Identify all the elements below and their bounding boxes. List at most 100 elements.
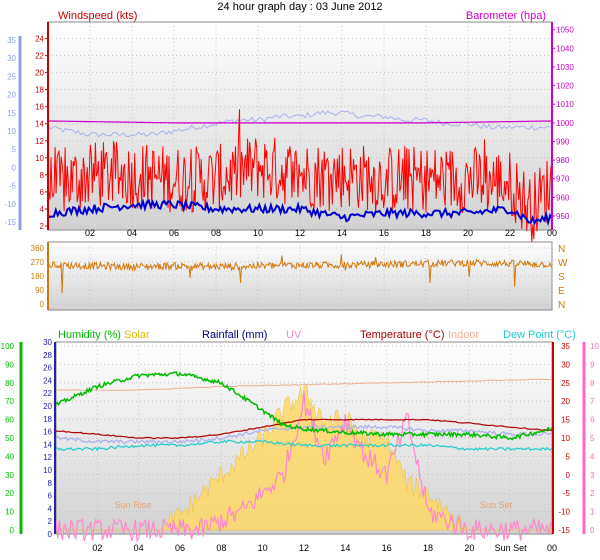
windspeed-gust-line — [47, 109, 553, 242]
wind-xtick-label: 14 — [337, 228, 347, 238]
temperature-tick-label: 20 — [561, 397, 570, 406]
humidity-xtick-label: 04 — [134, 543, 144, 553]
wind-xtick-label: 20 — [463, 228, 473, 238]
outer-tick-label: -5 — [9, 182, 17, 191]
temperature-line — [55, 418, 553, 440]
humidity-tick-label: 70 — [5, 397, 14, 406]
temperature-tick-label: -5 — [563, 489, 571, 498]
windspeed-tick-label: 18 — [35, 86, 44, 95]
barometer-tick-label: 990 — [556, 137, 570, 146]
windspeed-tick-label: 10 — [35, 154, 44, 163]
rainfall-tick-label: 28 — [43, 351, 52, 360]
windspeed-tick-label: 6 — [40, 188, 45, 197]
compass-label: W — [558, 258, 568, 269]
rainfall-tick-label: 8 — [48, 479, 53, 488]
humidity-xtick-label: 20 — [464, 543, 474, 553]
windspeed-tick-label: 12 — [35, 137, 44, 146]
direction-tick-label: 270 — [31, 258, 45, 267]
uv-tick-label: 8 — [590, 379, 595, 388]
outer-tick-label: -15 — [4, 218, 16, 227]
temperature-tick-label: -15 — [558, 526, 570, 535]
humidity-tick-label: 30 — [5, 471, 14, 480]
humidity-tick-label: 60 — [5, 416, 14, 425]
temperature-tick-label: 35 — [561, 342, 570, 351]
rainfall-tick-label: 14 — [43, 440, 52, 449]
rainfall-tick-label: 10 — [43, 466, 52, 475]
legend-solar: Solar — [124, 329, 150, 341]
outer-tick-label: 10 — [7, 127, 16, 136]
page-title: 24 hour graph day : 03 June 2012 — [217, 1, 382, 13]
uv-tick-label: 6 — [590, 416, 595, 425]
humidity-tick-label: 80 — [5, 379, 14, 388]
uv-tick-label: 9 — [590, 360, 595, 369]
outer-tick-label: 5 — [12, 145, 17, 154]
rainfall-tick-label: 2 — [48, 517, 53, 526]
rainfall-tick-label: 16 — [43, 428, 52, 437]
windspeed-tick-label: 16 — [35, 103, 44, 112]
rainfall-tick-label: 24 — [43, 376, 52, 385]
wind-xtick-label: 16 — [379, 228, 389, 238]
temperature-tick-label: 10 — [561, 434, 570, 443]
wind-xtick-label: 04 — [127, 228, 137, 238]
windspeed-tick-label: 20 — [35, 69, 44, 78]
uv-tick-label: 1 — [590, 508, 595, 517]
humidity-xtick-label: 16 — [382, 543, 392, 553]
rainfall-tick-label: 18 — [43, 415, 52, 424]
windspeed-tick-label: 14 — [35, 120, 44, 129]
outer-tick-label: -10 — [4, 200, 16, 209]
barometer-axis-title: Barometer (hpa) — [466, 10, 546, 22]
wind-xtick-label: 10 — [253, 228, 263, 238]
outer-tick-label: 20 — [7, 91, 16, 100]
windspeed-tick-label: 22 — [35, 52, 44, 61]
uv-tick-label: 2 — [590, 489, 595, 498]
wind-xtick-label: 22 — [505, 228, 515, 238]
humidity-line — [55, 370, 553, 441]
direction-tick-label: 360 — [31, 244, 45, 253]
humidity-xtick-label: 06 — [175, 543, 185, 553]
windspeed-tick-label: 2 — [40, 222, 45, 231]
legend-rainfall: Rainfall (mm) — [202, 329, 267, 341]
barometer-tick-label: 960 — [556, 193, 570, 202]
windspeed-average-line — [47, 198, 553, 227]
rainfall-tick-label: 26 — [43, 364, 52, 373]
humidity-xtick-label: 10 — [258, 543, 268, 553]
direction-tick-label: 90 — [35, 286, 44, 295]
apparent-temperature-line — [55, 424, 553, 445]
humidity-tick-label: 40 — [5, 452, 14, 461]
barometer-tick-label: 1040 — [556, 44, 574, 53]
compass-label: N — [558, 244, 565, 255]
outer-tick-label: 0 — [12, 163, 17, 172]
wind-direction-line — [47, 254, 553, 294]
temperature-tick-label: 5 — [566, 452, 571, 461]
rainfall-tick-label: 4 — [48, 504, 53, 513]
wind-xtick-label: 06 — [169, 228, 179, 238]
uv-tick-label: 4 — [590, 452, 595, 461]
wind-xtick-label: 12 — [295, 228, 305, 238]
rainfall-tick-label: 30 — [43, 338, 52, 347]
barometer-tick-label: 980 — [556, 156, 570, 165]
wind-extra-line — [47, 109, 553, 138]
wind-xtick-label: 08 — [211, 228, 221, 238]
humidity-xtick-label: 14 — [340, 543, 350, 553]
wind-xtick-label: 00 — [547, 228, 557, 238]
rainfall-tick-label: 20 — [43, 402, 52, 411]
outer-tick-label: 35 — [7, 36, 16, 45]
humidity-xtick-label: 02 — [92, 543, 102, 553]
humidity-tick-label: 0 — [10, 526, 15, 535]
legend-indoor: Indoor — [448, 329, 480, 341]
uv-tick-label: 10 — [590, 342, 599, 351]
humidity-xtick-label: 00 — [547, 543, 557, 553]
direction-tick-label: 180 — [31, 272, 45, 281]
windspeed-axis-title: Windspeed (kts) — [58, 10, 137, 22]
humidity-tick-label: 20 — [5, 489, 14, 498]
legend-uv: UV — [286, 329, 302, 341]
humidity-tick-label: 100 — [1, 342, 15, 351]
humidity-xtick-label: Sun Set — [495, 543, 528, 553]
legend-temperature: Temperature (°C) — [360, 329, 444, 341]
barometer-tick-label: 950 — [556, 212, 570, 221]
direction-tick-label: 0 — [40, 300, 45, 309]
indoor-line — [55, 378, 553, 392]
rainfall-tick-label: 22 — [43, 389, 52, 398]
